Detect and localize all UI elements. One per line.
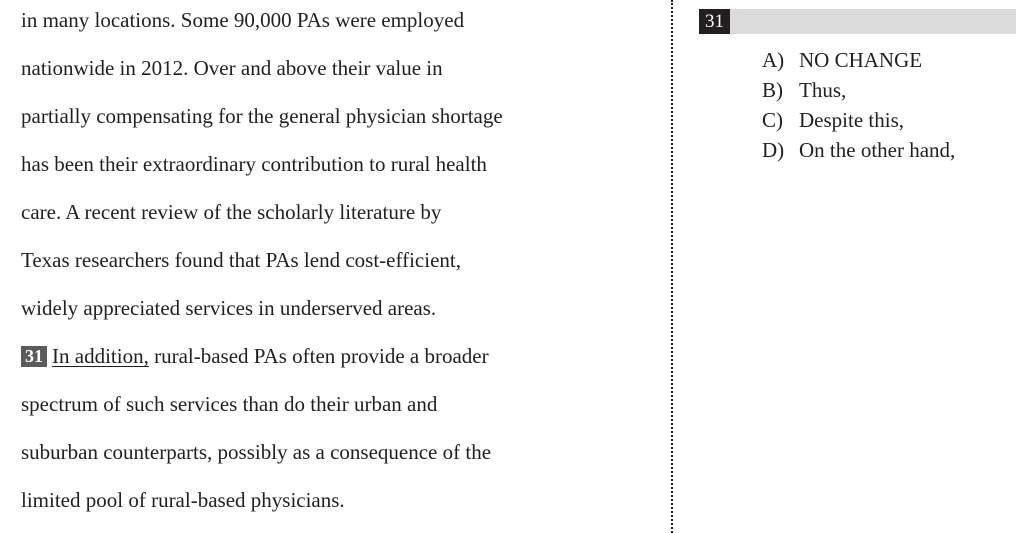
choice-text: NO CHANGE (799, 48, 923, 72)
passage-line: Texas researchers found that PAs lend co… (21, 248, 461, 272)
passage-line: limited pool of rural-based physicians. (21, 488, 345, 512)
choice-text: Thus, (799, 78, 847, 102)
question-number-badge[interactable]: 31 (21, 346, 47, 367)
choice-letter: C) (762, 108, 783, 132)
choice-letter: B) (762, 78, 783, 102)
choice-letter: A) (762, 48, 785, 72)
choice-a[interactable]: A) NO CHANGE (762, 47, 922, 73)
passage-line: spectrum of such services than do their … (21, 392, 438, 416)
passage-line: nationwide in 2012. Over and above their… (21, 56, 443, 80)
choice-c[interactable]: C) Despite this, (762, 107, 904, 133)
choice-text: On the other hand, (799, 138, 956, 162)
question-header: 31 (699, 9, 1016, 34)
passage-line: care. A recent review of the scholarly l… (21, 200, 442, 224)
underlined-phrase[interactable]: In addition, (52, 344, 149, 368)
passage-line: widely appreciated services in underserv… (21, 296, 437, 320)
passage-line: partially compensating for the general p… (21, 104, 503, 128)
question-line: 31 In addition, rural-based PAs often pro… (21, 343, 489, 369)
choice-letter: D) (762, 138, 785, 162)
choice-text: Despite this, (799, 108, 904, 132)
question-number: 31 (699, 9, 730, 34)
choice-d[interactable]: D) On the other hand, (762, 137, 955, 163)
passage-text: rural-based PAs often provide a broader (148, 344, 489, 368)
passage-line: in many locations. Some 90,000 PAs were … (21, 8, 465, 32)
column-divider (671, 0, 673, 533)
passage-line: has been their extraordinary contributio… (21, 152, 487, 176)
choice-b[interactable]: B) Thus, (762, 77, 846, 103)
passage-line: suburban counterparts, possibly as a con… (21, 440, 492, 464)
